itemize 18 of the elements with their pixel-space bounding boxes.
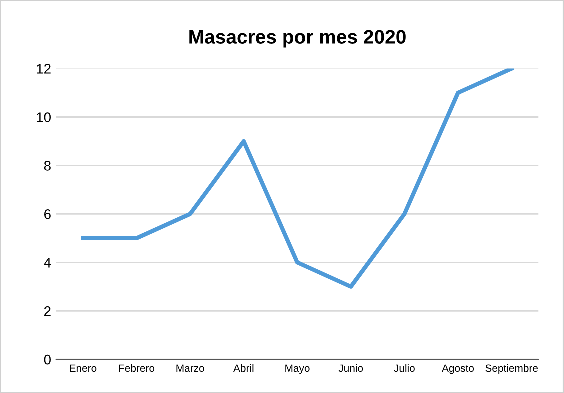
y-tick-label: 8 xyxy=(44,161,51,171)
y-tick-label: 2 xyxy=(44,306,51,316)
y-tick-label: 10 xyxy=(37,112,51,122)
x-tick-label: Junio xyxy=(338,364,364,372)
y-tick-label: 6 xyxy=(44,210,51,220)
x-tick-label: Septiembre xyxy=(486,364,538,374)
y-tick-label: 0 xyxy=(44,354,51,365)
x-tick-label: Abril xyxy=(234,364,254,372)
y-tick-label: 4 xyxy=(44,258,52,268)
x-tick-label: Marzo xyxy=(176,364,204,372)
line-series xyxy=(81,68,514,289)
x-tick-label: Agosto xyxy=(442,364,474,374)
y-tick-label: 12 xyxy=(37,64,51,74)
x-tick-label: Mayo xyxy=(286,364,310,374)
chart-title: Masacres por mes 2020 xyxy=(190,30,406,48)
x-tick-label: Julio xyxy=(394,364,415,372)
x-tick-label: Enero xyxy=(70,364,97,372)
x-tick-label: Febrero xyxy=(119,364,155,372)
